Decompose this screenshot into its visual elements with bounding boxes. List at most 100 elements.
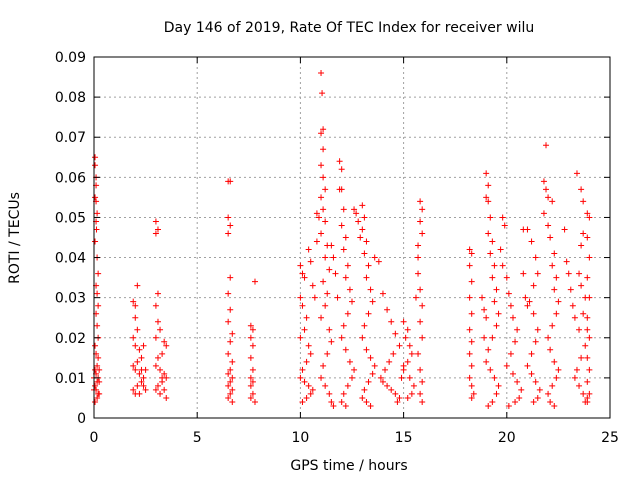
- data-point: [338, 186, 345, 193]
- data-point: [94, 290, 101, 297]
- data-point: [485, 182, 492, 189]
- data-point: [375, 258, 382, 265]
- data-point: [315, 214, 322, 221]
- data-point: [346, 286, 353, 293]
- data-point: [94, 322, 101, 329]
- data-point: [417, 218, 424, 225]
- data-point: [152, 362, 159, 369]
- data-point: [547, 346, 554, 353]
- data-point: [412, 294, 419, 301]
- data-point: [545, 222, 552, 229]
- data-point: [392, 330, 399, 337]
- data-point: [132, 314, 139, 321]
- data-point: [466, 294, 473, 301]
- data-point: [299, 366, 306, 373]
- data-point: [408, 390, 415, 397]
- data-point: [96, 378, 103, 385]
- data-point: [586, 294, 593, 301]
- data-point: [142, 386, 149, 393]
- data-point: [154, 290, 161, 297]
- data-point: [318, 70, 325, 77]
- data-point: [305, 246, 312, 253]
- data-point: [530, 398, 537, 405]
- data-point: [247, 394, 254, 401]
- data-point: [338, 334, 345, 341]
- data-point: [466, 374, 473, 381]
- data-point: [549, 382, 556, 389]
- data-point: [359, 226, 366, 233]
- data-point: [396, 394, 403, 401]
- data-point: [580, 310, 587, 317]
- data-point: [534, 270, 541, 277]
- data-point: [584, 274, 591, 281]
- y-tick-label: 0.09: [55, 50, 86, 66]
- data-point: [545, 194, 552, 201]
- data-point: [328, 338, 335, 345]
- data-point: [313, 210, 320, 217]
- data-point: [505, 290, 512, 297]
- data-point: [384, 306, 391, 313]
- data-point: [468, 362, 475, 369]
- data-point: [390, 350, 397, 357]
- data-point: [247, 354, 254, 361]
- data-point: [394, 398, 401, 405]
- data-point: [330, 254, 337, 261]
- data-point: [415, 254, 422, 261]
- data-point: [555, 298, 562, 305]
- data-point: [485, 230, 492, 237]
- data-point: [157, 366, 164, 373]
- data-point: [311, 294, 318, 301]
- axis-ticks: [93, 56, 611, 419]
- data-point: [549, 322, 556, 329]
- data-point: [134, 382, 141, 389]
- data-point: [249, 390, 256, 397]
- data-point: [94, 394, 101, 401]
- data-point: [369, 370, 376, 377]
- data-point: [384, 382, 391, 389]
- data-point: [328, 398, 335, 405]
- data-point: [386, 358, 393, 365]
- data-point: [92, 154, 99, 161]
- data-point: [551, 250, 558, 257]
- data-point: [326, 266, 333, 273]
- data-point: [487, 214, 494, 221]
- data-point: [225, 318, 232, 325]
- data-point: [479, 294, 486, 301]
- data-point: [487, 250, 494, 257]
- data-point: [388, 318, 395, 325]
- data-point: [157, 326, 164, 333]
- data-point: [489, 334, 496, 341]
- data-point: [322, 302, 329, 309]
- data-point: [417, 318, 424, 325]
- data-point: [249, 378, 256, 385]
- data-point: [565, 270, 572, 277]
- data-point: [249, 342, 256, 349]
- data-point: [361, 386, 368, 393]
- data-point: [491, 262, 498, 269]
- data-point: [344, 310, 351, 317]
- data-point: [330, 402, 337, 409]
- data-point: [318, 194, 325, 201]
- data-point: [359, 334, 366, 341]
- data-point: [586, 214, 593, 221]
- data-point: [555, 366, 562, 373]
- data-point: [320, 174, 327, 181]
- y-tick-label: 0.04: [55, 251, 86, 267]
- data-point: [530, 282, 537, 289]
- data-point: [328, 242, 335, 249]
- data-point: [481, 334, 488, 341]
- y-tick-label: 0.03: [55, 291, 86, 307]
- data-point: [320, 362, 327, 369]
- data-point: [138, 354, 145, 361]
- data-point: [140, 374, 147, 381]
- data-point: [297, 294, 304, 301]
- data-point: [320, 278, 327, 285]
- data-point: [318, 374, 325, 381]
- data-point: [569, 302, 576, 309]
- data-point: [578, 242, 585, 249]
- data-point: [247, 334, 254, 341]
- data-point: [130, 386, 137, 393]
- data-point: [132, 366, 139, 373]
- data-point: [483, 314, 490, 321]
- data-point: [365, 378, 372, 385]
